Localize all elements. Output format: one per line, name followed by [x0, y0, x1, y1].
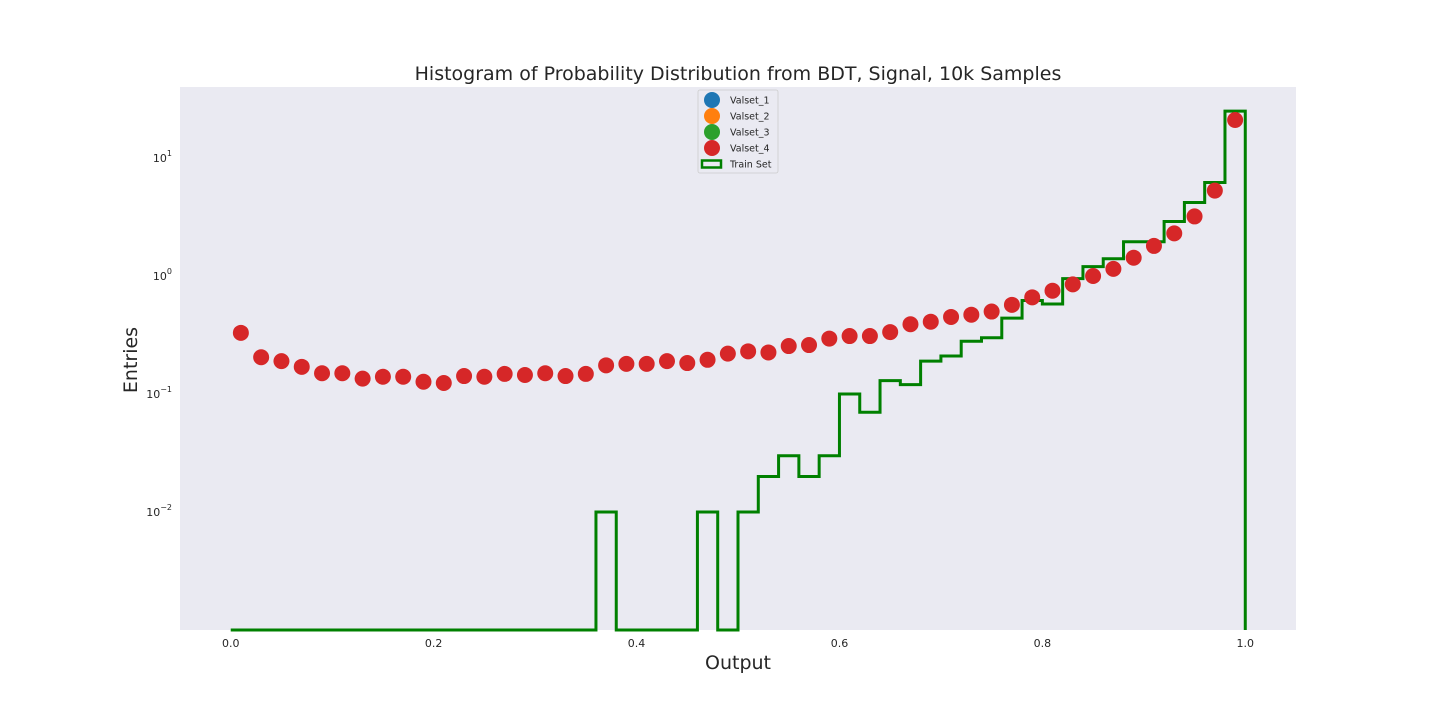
train-set-layer — [230, 109, 1247, 632]
x-axis-label: Output — [705, 652, 771, 674]
x-tick-label: 0.0 — [222, 637, 240, 650]
data-point-valset-4 — [476, 368, 493, 385]
data-point-valset-4 — [537, 365, 554, 382]
legend-label: Valset_3 — [730, 128, 770, 139]
data-point-valset-4 — [902, 316, 919, 333]
x-tick-labels: 0.0 0.2 0.4 0.6 0.8 1.0 — [222, 637, 1254, 650]
y-tick-label: 10−1 — [146, 385, 172, 401]
data-point-valset-4 — [577, 365, 594, 382]
data-point-valset-4 — [273, 353, 290, 370]
data-point-valset-4 — [882, 324, 899, 341]
x-tick-label: 0.2 — [425, 637, 443, 650]
x-tick-label: 0.4 — [628, 637, 646, 650]
data-point-valset-4 — [374, 368, 391, 385]
data-point-valset-4 — [1186, 208, 1203, 225]
data-point-valset-4 — [780, 338, 797, 355]
data-point-valset-4 — [456, 368, 473, 385]
y-tick-label: 101 — [153, 149, 172, 165]
data-point-valset-4 — [983, 303, 1000, 320]
data-point-valset-4 — [1166, 225, 1183, 242]
data-point-valset-4 — [1085, 268, 1102, 285]
y-axis-label: Entries — [120, 327, 142, 393]
data-point-valset-4 — [516, 366, 533, 383]
data-point-valset-4 — [354, 370, 371, 387]
data-point-valset-4 — [314, 365, 331, 382]
y-tick-label: 10−2 — [146, 503, 172, 519]
data-point-valset-4 — [598, 357, 615, 374]
data-point-valset-4 — [943, 308, 960, 325]
data-point-valset-4 — [1024, 289, 1041, 306]
data-point-valset-4 — [821, 330, 838, 347]
data-point-valset-4 — [1145, 237, 1162, 254]
x-tick-label: 0.6 — [831, 637, 849, 650]
legend-label: Train Set — [729, 160, 772, 171]
data-point-valset-4 — [435, 374, 452, 391]
data-point-valset-4 — [801, 337, 818, 354]
y-tick-label: 100 — [153, 267, 172, 283]
data-point-valset-4 — [963, 306, 980, 323]
data-point-valset-4 — [1105, 260, 1122, 277]
legend-label: Valset_1 — [730, 96, 770, 107]
data-point-valset-4 — [658, 353, 675, 370]
valset-markers-layer — [232, 112, 1244, 391]
data-point-valset-4 — [841, 328, 858, 345]
data-point-valset-4 — [1003, 296, 1020, 313]
data-point-valset-4 — [293, 358, 310, 375]
data-point-valset-4 — [719, 345, 736, 362]
data-point-valset-4 — [415, 373, 432, 390]
chart-title: Histogram of Probability Distribution fr… — [415, 63, 1062, 85]
data-point-valset-4 — [1227, 112, 1244, 129]
data-point-valset-4 — [334, 365, 351, 382]
data-point-valset-4 — [496, 365, 513, 382]
data-point-valset-4 — [922, 313, 939, 330]
data-point-valset-4 — [1064, 276, 1081, 293]
data-point-valset-4 — [679, 355, 696, 372]
legend-label: Valset_4 — [730, 144, 770, 155]
legend-marker — [704, 140, 720, 156]
data-point-valset-4 — [253, 349, 270, 366]
data-point-valset-4 — [395, 368, 412, 385]
y-tick-labels: 10−2 10−1 100 101 — [146, 149, 172, 519]
x-tick-label: 1.0 — [1237, 637, 1255, 650]
data-point-valset-4 — [1044, 282, 1061, 299]
data-point-valset-4 — [760, 344, 777, 361]
data-point-valset-4 — [1206, 182, 1223, 199]
legend-marker — [704, 108, 720, 124]
data-point-valset-4 — [638, 355, 655, 372]
data-point-valset-4 — [557, 368, 574, 385]
data-point-valset-4 — [232, 324, 249, 341]
legend-marker — [704, 124, 720, 140]
legend-label: Valset_2 — [730, 112, 770, 123]
legend-marker — [704, 92, 720, 108]
legend-marker — [700, 159, 723, 169]
data-point-valset-4 — [861, 328, 878, 345]
legend: Valset_1 Valset_2 Valset_3 Valset_4 Train Se… — [697, 89, 779, 174]
data-point-valset-4 — [1125, 249, 1142, 266]
data-point-valset-4 — [699, 351, 716, 368]
x-tick-label: 0.8 — [1034, 637, 1052, 650]
train-set-histogram — [230, 109, 1247, 632]
data-point-valset-4 — [618, 355, 635, 372]
data-point-valset-4 — [740, 343, 757, 360]
